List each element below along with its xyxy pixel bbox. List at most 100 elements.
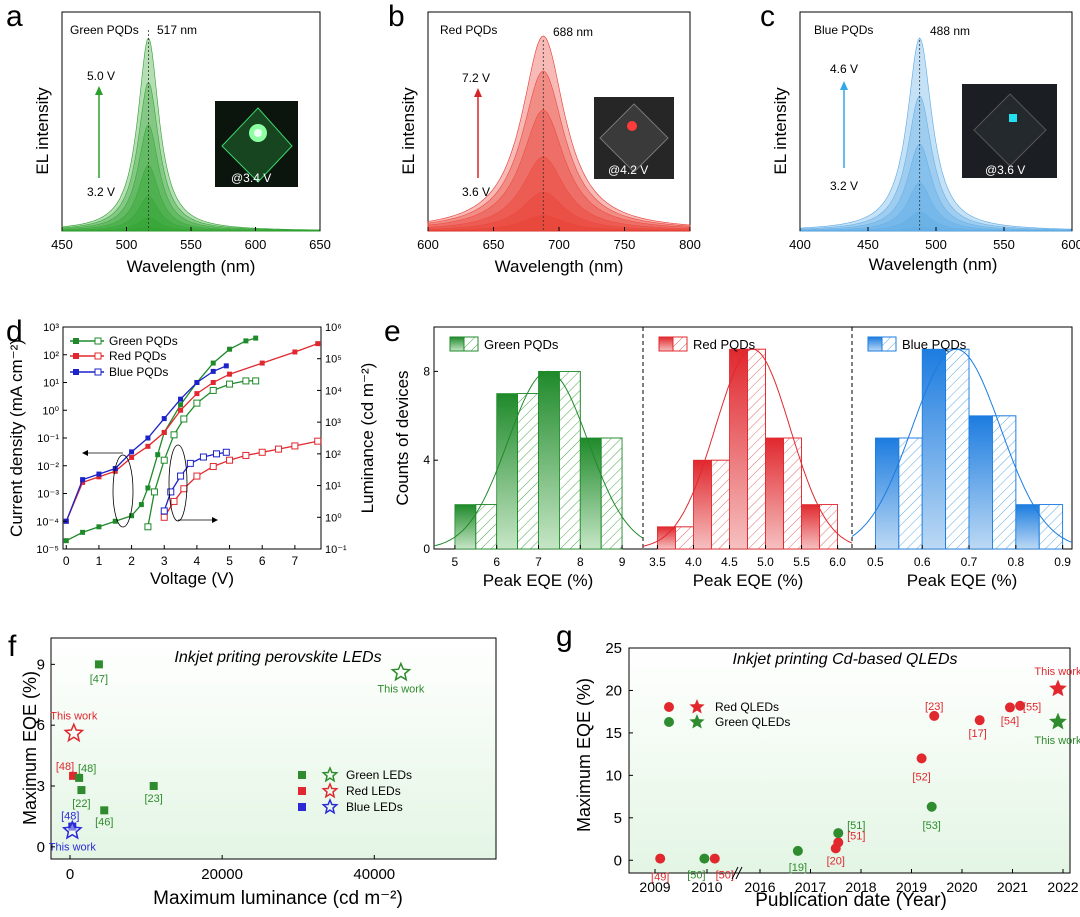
d-yleft-tick-label: 10¹ <box>43 378 59 390</box>
marker-luminance <box>209 463 217 471</box>
bar-1-3-hatch <box>783 437 802 550</box>
e-x-tick-label: 4.5 <box>721 555 738 569</box>
panel-f-title: Inkjet priting perovskite LEDs <box>174 649 381 666</box>
marker-luminance <box>186 459 194 467</box>
fit-curve-0 <box>433 370 644 547</box>
legend-label-red: Red PQDs <box>109 349 166 363</box>
marker-current-density <box>161 416 167 422</box>
d-yleft-tick-label: 10⁰ <box>42 405 59 417</box>
panel-d-curves <box>63 335 322 544</box>
panel-d-ellipse-current <box>112 454 134 528</box>
marker-luminance <box>160 507 168 515</box>
d-yright-tick-label: 10⁰ <box>325 512 342 524</box>
panel-d-ticks: 0 1 2 3 4 5 6 7 10⁻⁵ 10⁻⁴ 10⁻³ 10⁻² 10⁻¹ 10⁰ 10¹ 10² 10³… <box>36 322 347 568</box>
g-y-tick-label: 5 <box>614 810 622 827</box>
f-y-tick-label: 6 <box>37 717 45 734</box>
marker-current-density <box>80 479 86 485</box>
d-yright-tick-label: 10² <box>325 449 341 461</box>
marker-current-density <box>145 435 151 441</box>
marker-current-density <box>63 538 69 544</box>
panel-a-el-spectra: 450 500 550 600 650 Green PQDs 517 nm 5.0 V … <box>33 11 331 276</box>
legend-star-red <box>321 782 339 799</box>
g-x-tick-label: 2018 <box>845 879 876 895</box>
marker-current-density <box>178 396 184 402</box>
marker-current-density <box>253 335 259 341</box>
d-yleft-tick-label: 10⁻⁴ <box>36 516 59 528</box>
point-label: [48] <box>56 761 74 773</box>
panel-f-legend: Green LEDs Red LEDs Blue LEDs <box>298 766 412 815</box>
point-label: [23] <box>145 793 163 805</box>
marker-luminance <box>252 377 260 385</box>
square-marker <box>149 782 158 791</box>
g-x-tick-label: 2022 <box>1047 879 1078 895</box>
circle-marker <box>709 853 720 864</box>
f-x-tick-label: 20000 <box>201 866 243 883</box>
marker-luminance <box>144 523 152 531</box>
marker-current-density <box>112 468 118 474</box>
legend-star-green <box>689 714 705 729</box>
f-y-tick-label: 9 <box>37 656 45 673</box>
bar-1-2-hatch <box>747 348 766 550</box>
bar-0-0-solid <box>454 504 477 550</box>
point-label: [48] <box>78 763 96 775</box>
panel-e-histograms: Green PQDs Red PQDs Blue PQDs 5 6 7 8 9 3.5 4.0 4… <box>393 326 1073 590</box>
g-x-tick-label: 2017 <box>795 879 826 895</box>
point-label: [46] <box>95 816 113 828</box>
panel-d-arrow-left-head <box>82 450 88 456</box>
e-x-tick-label: 0.7 <box>961 555 978 569</box>
bar-1-1-hatch <box>711 459 730 550</box>
panel-a-inset-device <box>221 107 293 183</box>
marker-luminance <box>160 513 168 521</box>
bar-0-2-solid <box>538 370 560 550</box>
circle-marker <box>916 753 927 764</box>
marker-current-density <box>129 449 135 455</box>
d-yleft-tick-label: 10⁻³ <box>37 489 59 501</box>
star-marker <box>1049 712 1067 730</box>
spectrum-curve-a-4 <box>61 124 321 232</box>
g-x-tick-label: 2016 <box>744 879 775 895</box>
point-label: [22] <box>72 798 90 810</box>
bar-2-3-hatch <box>1038 504 1064 550</box>
marker-luminance <box>150 488 158 496</box>
point-label: [50] <box>716 870 734 882</box>
bar-1-4-hatch <box>819 504 838 550</box>
marker-luminance <box>242 451 250 459</box>
panel-c-vhigh-label: 4.6 V <box>830 62 858 76</box>
x-tick-label-b: 800 <box>679 237 701 252</box>
point-label: [53] <box>923 820 941 832</box>
line-current_density-1 <box>65 342 318 522</box>
e-x-tick-label: 9 <box>619 555 626 569</box>
marker-current-density <box>194 380 200 385</box>
panel-g-background <box>628 647 1071 874</box>
panel-f-ticks: 0 20000 40000 0 3 6 9 <box>37 656 395 883</box>
spectrum-curve-c-3 <box>799 143 1073 232</box>
bar-2-1-hatch <box>945 348 970 550</box>
marker-current-density <box>210 360 216 366</box>
marker-current-density <box>138 502 144 508</box>
legend-marker-green-open <box>94 337 102 345</box>
panel-b-vlow-label: 3.6 V <box>462 185 490 199</box>
marker-current-density <box>292 349 298 355</box>
panel-c-peak-label: 488 nm <box>930 24 970 38</box>
marker-luminance <box>167 488 175 496</box>
bar-1-4-solid <box>801 504 820 550</box>
legend-e-swatch-hatch-2 <box>881 336 897 352</box>
legend-f-blue-square <box>298 803 306 811</box>
spectrum-curve-b-2 <box>427 156 691 232</box>
star-marker <box>390 661 412 682</box>
g-x-tick-label: 2019 <box>896 879 927 895</box>
legend-f-green-label: Green LEDs <box>346 768 412 782</box>
panel-g-axis-break-1 <box>731 866 739 880</box>
d-yright-tick-label: 10⁵ <box>325 354 342 366</box>
d-x-tick-label: 6 <box>259 554 266 568</box>
panel-g-legend-stars <box>689 699 705 729</box>
marker-luminance <box>212 450 220 458</box>
legend-star-blue <box>321 798 339 815</box>
square-marker <box>100 806 109 815</box>
e-x-tick-label: 0.9 <box>1054 555 1071 569</box>
point-label: [54] <box>1001 715 1019 727</box>
panel-c-inset-device <box>973 93 1047 167</box>
marker-current-density <box>129 454 135 460</box>
panel-f-points: [47][48] [48][22][46][23][48]This workThi… <box>49 660 425 854</box>
